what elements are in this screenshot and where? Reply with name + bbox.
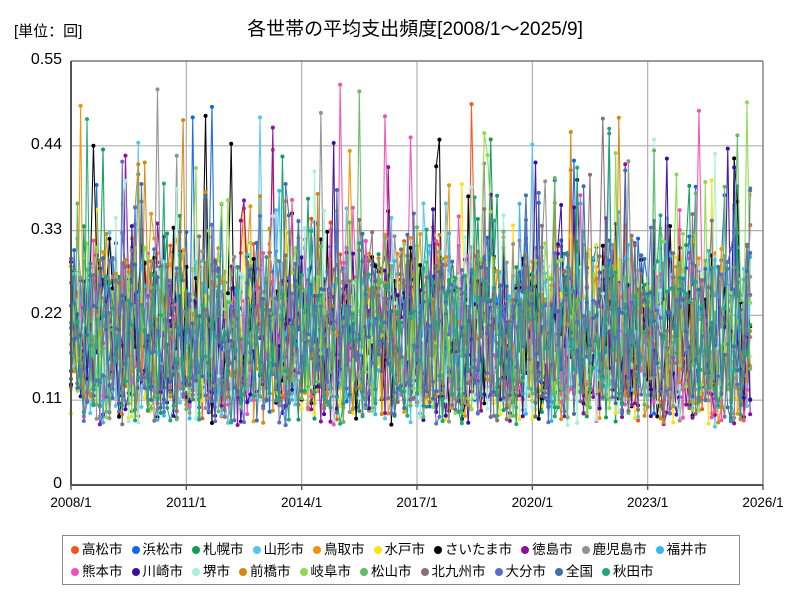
legend-label: 水戸市 [384,542,426,558]
series-全国 [69,168,753,424]
legend-label: 大分市 [505,564,547,580]
x-axis-tick-label: 2020/1 [511,495,553,510]
legend-marker-icon [494,568,503,576]
legend-item-熊本市[interactable]: 熊本市 [71,565,123,579]
legend-marker-icon [299,568,308,576]
legend-item-さいたま市[interactable]: さいたま市 [434,543,512,557]
legend-marker-icon [434,546,442,554]
legend-label: 熊本市 [82,564,123,580]
plot-area: 0 0.11 0.22 0.33 0.44 0.55 2008/1 2011/1 2014/1… [30,51,784,510]
legend-item-浜松市[interactable]: 浜松市 [131,542,184,558]
legend-item-札幌市[interactable]: 札幌市 [192,543,244,557]
legend-label: 徳島市 [532,542,573,558]
legend-marker-icon [373,546,382,554]
y-axis-tick-label: 0.44 [30,135,62,153]
legend-marker-icon [521,546,530,554]
legend-item-岐阜市[interactable]: 岐阜市 [299,564,352,580]
x-axis-tick-label: 2014/1 [281,495,323,510]
legend-row: 熊本市 川崎市 堺市 前橋市 岐阜市 松山市 北九州市 大分市 全国 秋田市 [71,561,733,583]
legend-item-福井市[interactable]: 福井市 [655,542,708,558]
legend-label: 全国 [566,564,593,580]
legend-marker-icon [71,568,79,576]
legend-item-全国[interactable]: 全国 [555,565,593,579]
legend-row: 高松市 浜松市 札幌市 山形市 鳥取市 水戸市 さいたま市 徳島市 鹿児島市 福井市 [71,539,733,561]
legend-label: 浜松市 [142,542,184,558]
legend-marker-icon [602,568,610,576]
legend-item-徳島市[interactable]: 徳島市 [521,543,573,557]
x-axis-tick-label: 2026/1 [742,495,784,510]
legend-label: 前橋市 [250,564,291,580]
legend-item-山形市[interactable]: 山形市 [252,542,305,558]
y-axis-tick-label: 0.22 [30,305,62,323]
page-title: 各世帯の平均支出頻度[2008/1～2025/9] [247,19,583,40]
y-axis-tick-label: 0.55 [30,51,62,68]
legend-label: 川崎市 [142,564,184,580]
legend-label: 岐阜市 [310,564,352,580]
legend-marker-icon [420,568,429,576]
legend-label: 堺市 [203,564,230,580]
legend-label: さいたま市 [445,542,513,558]
y-axis-tick-label: 0.11 [32,390,62,408]
legend-marker-icon [192,546,200,554]
legend-item-前橋市[interactable]: 前橋市 [239,565,291,579]
legend-item-堺市[interactable]: 堺市 [192,565,230,579]
legend-label: 秋田市 [613,564,654,580]
x-axis-tick-label: 2023/1 [627,495,669,510]
chart-legend: 高松市 浜松市 札幌市 山形市 鳥取市 水戸市 さいたま市 徳島市 鹿児島市 福井市 熊本市 川崎市… [62,535,740,585]
legend-item-鳥取市[interactable]: 鳥取市 [313,543,365,557]
x-axis-tick-label: 2011/1 [166,495,207,510]
legend-label: 北九州市 [431,564,486,580]
legend-label: 札幌市 [203,542,244,558]
legend-item-鹿児島市[interactable]: 鹿児島市 [581,542,647,558]
legend-label: 山形市 [263,542,305,558]
legend-label: 福井市 [666,542,708,558]
y-axis-tick-label: 0.33 [30,220,62,238]
legend-marker-icon [131,568,140,576]
legend-marker-icon [239,568,247,576]
legend-label: 松山市 [371,564,412,580]
legend-marker-icon [131,546,140,554]
x-axis-tick-label: 2008/1 [50,495,92,510]
legend-marker-icon [581,546,590,554]
chart-svg [69,60,764,490]
legend-item-北九州市[interactable]: 北九州市 [420,564,486,580]
legend-marker-icon [313,546,321,554]
legend-item-松山市[interactable]: 松山市 [360,565,412,579]
legend-item-大分市[interactable]: 大分市 [494,564,547,580]
legend-marker-icon [71,546,79,554]
legend-item-秋田市[interactable]: 秋田市 [602,565,654,579]
legend-label: 鳥取市 [324,542,365,558]
legend-marker-icon [192,568,200,576]
legend-item-川崎市[interactable]: 川崎市 [131,564,184,580]
x-axis-tick-label: 2017/1 [396,495,438,510]
legend-marker-icon [655,546,664,554]
unit-label: [単位：回] [14,23,83,40]
legend-marker-icon [252,546,261,554]
y-axis-tick-label: 0 [53,475,62,492]
legend-label: 高松市 [82,542,123,558]
legend-marker-icon [360,568,368,576]
legend-item-高松市[interactable]: 高松市 [71,543,123,557]
series-秋田市 [69,117,753,427]
legend-label: 鹿児島市 [592,542,647,558]
legend-item-水戸市[interactable]: 水戸市 [373,542,426,558]
legend-marker-icon [555,568,563,576]
